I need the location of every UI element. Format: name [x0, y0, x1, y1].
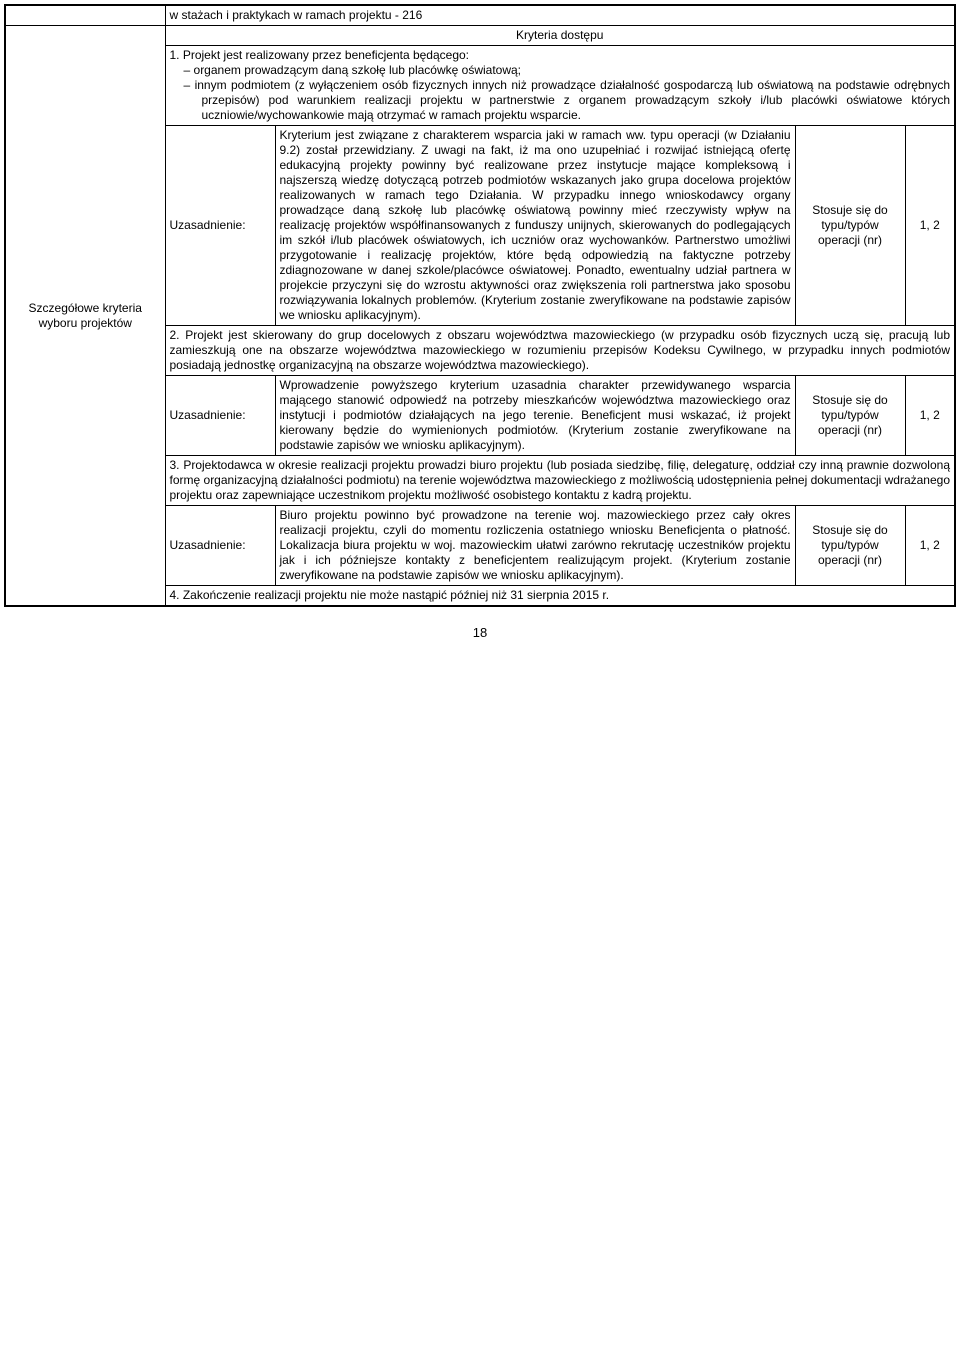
stos1: Stosuje się do typu/typów operacji (nr) — [795, 126, 905, 326]
uzas2-text: Wprowadzenie powyższego kryterium uzasad… — [275, 376, 795, 456]
num3: 1, 2 — [905, 506, 955, 586]
uzas1-label: Uzasadnienie: — [165, 126, 275, 326]
criterion-4: 4. Zakończenie realizacji projektu nie m… — [165, 586, 955, 607]
stos3: Stosuje się do typu/typów operacji (nr) — [795, 506, 905, 586]
stos2: Stosuje się do typu/typów operacji (nr) — [795, 376, 905, 456]
uzas1-text: Kryterium jest związane z charakterem ws… — [275, 126, 795, 326]
uzas3-text: Biuro projektu powinno być prowadzone na… — [275, 506, 795, 586]
kryteria-header: Kryteria dostępu — [165, 26, 955, 46]
num1: 1, 2 — [905, 126, 955, 326]
uzas3-label: Uzasadnienie: — [165, 506, 275, 586]
criterion-2: 2. Projekt jest skierowany do grup docel… — [165, 326, 955, 376]
num2: 1, 2 — [905, 376, 955, 456]
criterion-1: 1. Projekt jest realizowany przez benefi… — [165, 46, 955, 126]
crit1-intro: 1. Projekt jest realizowany przez benefi… — [170, 48, 951, 63]
criteria-table: w stażach i praktykach w ramach projektu… — [4, 4, 956, 607]
side-label: Szczegółowe kryteria wyboru projektów — [5, 26, 165, 607]
crit1-bullet2: innym podmiotem (z wyłączeniem osób fizy… — [184, 78, 951, 122]
empty-side-top — [5, 5, 165, 26]
page-number: 18 — [4, 625, 956, 640]
crit1-bullet1: organem prowadzącym daną szkołę lub plac… — [184, 63, 522, 77]
row-top-text: w stażach i praktykach w ramach projektu… — [165, 5, 955, 26]
uzas2-label: Uzasadnienie: — [165, 376, 275, 456]
criterion-3: 3. Projektodawca w okresie realizacji pr… — [165, 456, 955, 506]
